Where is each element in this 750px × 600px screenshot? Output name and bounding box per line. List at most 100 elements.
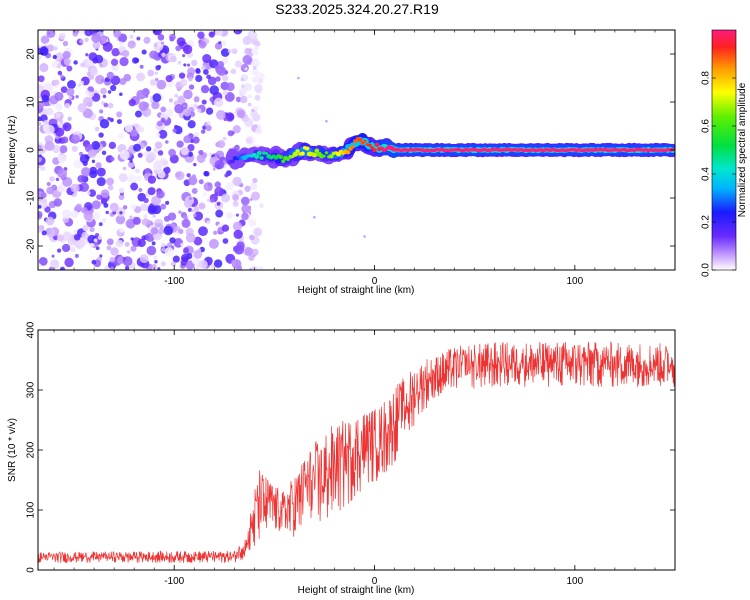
noise-blob bbox=[187, 120, 196, 129]
noise-blob bbox=[99, 109, 104, 114]
noise-blob bbox=[152, 214, 156, 218]
noise-blob bbox=[120, 232, 125, 236]
noise-blob bbox=[146, 245, 157, 256]
noise-blob bbox=[198, 202, 206, 210]
noise-blob bbox=[38, 164, 41, 168]
colorbar-tick-label: 0.0 bbox=[701, 263, 712, 277]
noise-blob bbox=[80, 167, 91, 177]
noise-blob bbox=[61, 136, 69, 144]
noise-blob bbox=[137, 152, 143, 158]
tone-track-blob bbox=[311, 152, 318, 158]
noise-blob bbox=[49, 176, 55, 182]
noise-blob bbox=[214, 42, 223, 50]
noise-blob bbox=[79, 39, 84, 44]
x-tick-label: 100 bbox=[566, 576, 583, 587]
noise-blob bbox=[56, 185, 64, 193]
noise-blob bbox=[160, 261, 166, 267]
noise-blob bbox=[232, 200, 239, 207]
noise-blob bbox=[91, 259, 97, 265]
noise-blob bbox=[235, 96, 242, 103]
noise-blob bbox=[233, 229, 243, 240]
noise-blob bbox=[221, 193, 231, 203]
noise-blob bbox=[232, 194, 240, 201]
noise-blob bbox=[103, 102, 109, 108]
noise-blob bbox=[48, 266, 54, 270]
noise-blob bbox=[227, 113, 234, 121]
noise-blob bbox=[147, 175, 157, 184]
noise-blob bbox=[210, 32, 214, 36]
noise-blob bbox=[92, 211, 101, 221]
noise-blob bbox=[149, 50, 158, 60]
noise-blob bbox=[248, 218, 257, 227]
noise-blob bbox=[191, 59, 198, 67]
noise-blob bbox=[147, 187, 156, 196]
noise-blob bbox=[124, 123, 134, 133]
noise-blob bbox=[176, 140, 184, 148]
noise-blob bbox=[240, 196, 250, 206]
tone-track-blob bbox=[259, 155, 264, 160]
noise-blob bbox=[86, 71, 91, 76]
tone-track-blob bbox=[363, 139, 367, 143]
noise-blob bbox=[254, 83, 263, 93]
noise-blob bbox=[191, 209, 195, 213]
noise-blob bbox=[38, 144, 42, 151]
noise-blob bbox=[193, 211, 204, 221]
noise-blob bbox=[222, 136, 227, 141]
noise-blob bbox=[85, 90, 90, 95]
noise-blob bbox=[39, 82, 44, 86]
noise-blob bbox=[182, 215, 188, 220]
y-tick-label: -20 bbox=[26, 238, 37, 253]
noise-blob bbox=[106, 238, 114, 246]
noise-blob bbox=[54, 91, 64, 101]
noise-blob bbox=[132, 216, 141, 225]
noise-blob bbox=[77, 239, 85, 247]
noise-blob bbox=[157, 150, 164, 156]
noise-blob bbox=[214, 159, 225, 170]
noise-blob bbox=[56, 248, 62, 253]
noise-blob bbox=[145, 146, 152, 152]
noise-blob bbox=[38, 205, 42, 209]
noise-blob bbox=[85, 53, 89, 57]
noise-blob bbox=[39, 47, 49, 56]
y-tick-label: 10 bbox=[26, 96, 37, 108]
noise-blob bbox=[168, 98, 174, 103]
noise-blob bbox=[165, 200, 170, 205]
noise-blob bbox=[89, 67, 99, 76]
noise-blob bbox=[93, 238, 98, 243]
noise-blob bbox=[95, 162, 102, 169]
noise-blob bbox=[215, 209, 224, 218]
noise-blob bbox=[109, 256, 116, 263]
noise-blob bbox=[75, 203, 82, 210]
colorbar-tick-label: 0.2 bbox=[701, 215, 712, 229]
noise-blob bbox=[129, 159, 133, 163]
noise-blob bbox=[111, 64, 118, 71]
noise-blob bbox=[250, 48, 259, 56]
noise-blob bbox=[106, 71, 115, 80]
noise-blob bbox=[100, 189, 110, 198]
noise-blob bbox=[40, 35, 50, 45]
noise-blob bbox=[232, 125, 241, 134]
noise-blob bbox=[56, 234, 64, 242]
noise-blob bbox=[220, 40, 227, 47]
noise-blob bbox=[363, 235, 366, 238]
noise-blob bbox=[240, 77, 245, 82]
noise-blob bbox=[70, 134, 80, 144]
noise-blob bbox=[67, 116, 72, 121]
noise-blob bbox=[214, 192, 218, 196]
noise-blob bbox=[217, 140, 226, 149]
noise-blob bbox=[253, 254, 256, 257]
noise-blob bbox=[182, 54, 186, 58]
noise-blob bbox=[164, 247, 174, 257]
noise-blob bbox=[99, 254, 103, 258]
noise-blob bbox=[38, 225, 43, 233]
spectrogram-y-axis: -20 -10 0 10 20 bbox=[26, 48, 675, 253]
noise-blob bbox=[44, 141, 55, 151]
noise-blob bbox=[38, 263, 42, 269]
noise-blob bbox=[206, 121, 211, 126]
noise-blob bbox=[96, 177, 106, 187]
noise-blob bbox=[135, 168, 140, 174]
noise-blob bbox=[100, 87, 107, 95]
noise-blob bbox=[147, 205, 157, 215]
noise-blob bbox=[206, 220, 211, 225]
noise-blob bbox=[129, 162, 135, 168]
